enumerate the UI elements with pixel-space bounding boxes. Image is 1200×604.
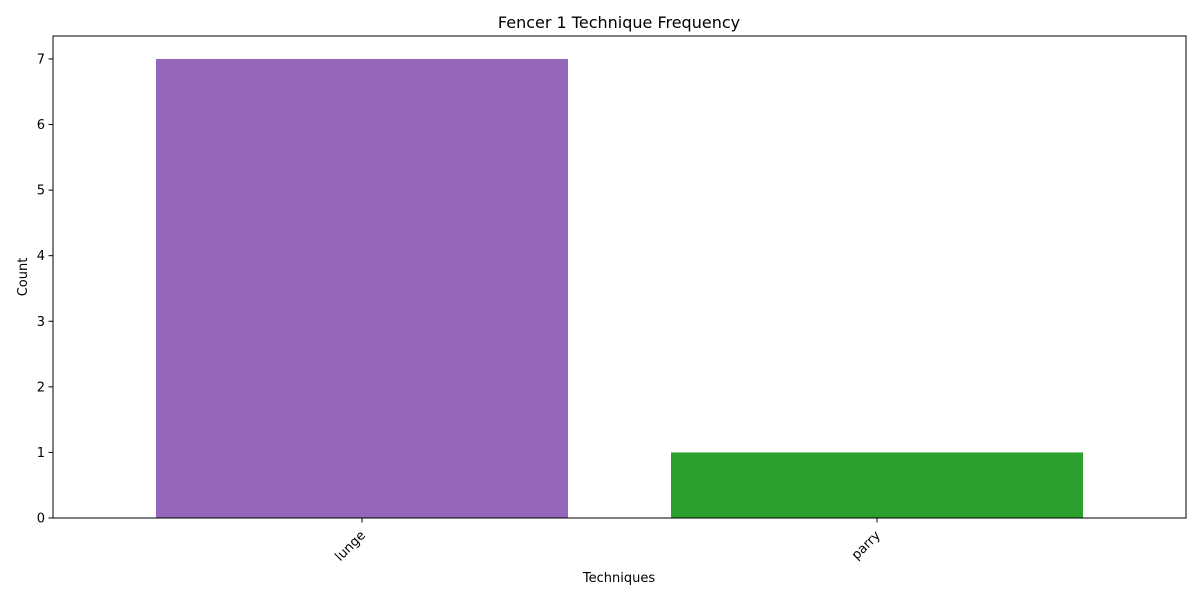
x-axis-label: Techniques bbox=[582, 571, 655, 586]
y-tick-label-2: 2 bbox=[37, 380, 45, 395]
y-tick-label-7: 7 bbox=[37, 52, 45, 67]
x-axis: lunge parry bbox=[333, 518, 884, 565]
y-axis-label: Count bbox=[16, 258, 31, 297]
y-axis: 0 1 2 3 4 5 6 7 bbox=[37, 52, 53, 527]
y-tick-label-4: 4 bbox=[37, 249, 45, 264]
plot-frame bbox=[52, 35, 1187, 519]
plot-area bbox=[52, 35, 1187, 519]
x-tick-label-lunge: lunge bbox=[333, 528, 369, 564]
x-tick-label-parry: parry bbox=[849, 528, 884, 563]
y-tick-label-3: 3 bbox=[37, 315, 45, 330]
y-tick-label-1: 1 bbox=[37, 446, 45, 461]
bar-parry bbox=[671, 452, 1083, 518]
y-tick-label-5: 5 bbox=[37, 184, 45, 199]
y-tick-label-0: 0 bbox=[37, 512, 45, 527]
chart-title: Fencer 1 Technique Frequency bbox=[498, 13, 740, 32]
y-tick-label-6: 6 bbox=[37, 118, 45, 133]
bar-lunge bbox=[156, 58, 568, 518]
